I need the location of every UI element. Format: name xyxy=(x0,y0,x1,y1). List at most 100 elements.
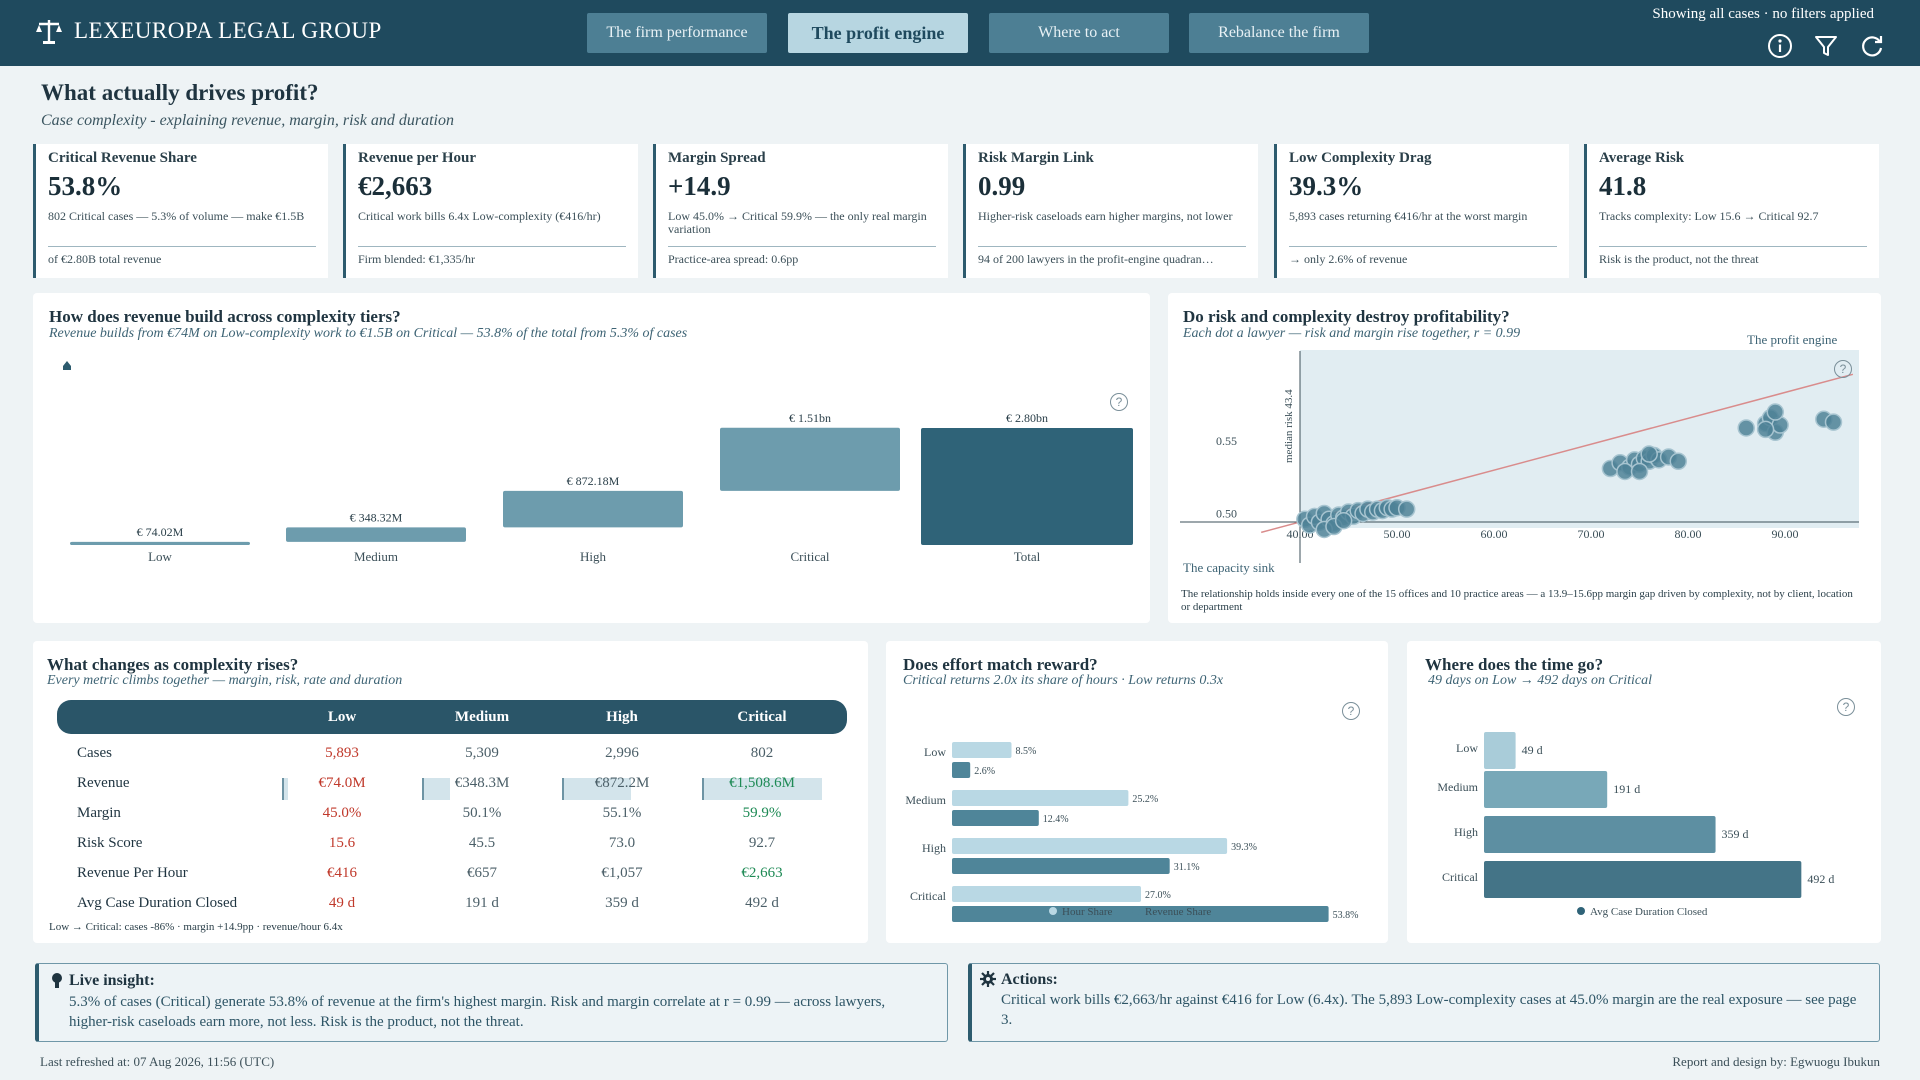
table-cell: 492 d xyxy=(745,894,779,911)
scatter-point xyxy=(1824,413,1843,431)
table-row: Margin 45.0% 50.1% 55.1% 59.9% xyxy=(57,798,847,828)
waterfall-bar xyxy=(921,427,1133,545)
scatter-point xyxy=(1669,452,1688,471)
kpi-footnote: Practice-area spread: 0.6pp xyxy=(668,252,799,266)
revenue-panel-title: How does revenue build across complexity… xyxy=(49,307,401,326)
bar-value-label: € 74.02M xyxy=(137,525,184,539)
bar xyxy=(952,762,971,778)
kpi-footnote: 94 of 200 lawyers in the profit-engine q… xyxy=(978,252,1214,266)
bar-value-label: 53.8% xyxy=(1333,910,1359,921)
scatter-point xyxy=(1640,445,1658,463)
tab-where-to-act[interactable]: Where to act xyxy=(989,13,1169,53)
scatter-point xyxy=(1630,462,1649,481)
revenue-databar xyxy=(562,777,632,800)
scatter-point xyxy=(1616,462,1634,481)
bar-value-label: 12.4% xyxy=(1043,814,1069,825)
table-cell: 45.5 xyxy=(468,834,496,851)
time-panel-title: Where does the time go? xyxy=(1425,655,1604,674)
kpi-label: Revenue per Hour xyxy=(358,150,477,166)
top-bar: LEXEUROPA LEGAL GROUP The firm performan… xyxy=(0,0,1920,66)
y-tick-label: 0.55 xyxy=(1216,434,1237,448)
category-label: Medium xyxy=(905,793,946,807)
kpi-footnote: of €2.80B total revenue xyxy=(48,252,162,266)
column-header: High xyxy=(606,708,638,725)
table-row: Avg Case Duration Closed 49 d 191 d 359 … xyxy=(57,888,847,918)
kpi-label: Margin Spread xyxy=(668,150,766,166)
kpi-divider xyxy=(668,246,936,247)
table-row: Cases 5,893 5,309 2,996 802 xyxy=(57,738,847,768)
gear-icon xyxy=(980,971,996,987)
scatter-panel-title: Do risk and complexity destroy profitabi… xyxy=(1183,307,1510,326)
revenue-cell: €872.2M xyxy=(552,775,692,800)
brand: LEXEUROPA LEGAL GROUP xyxy=(34,16,382,46)
bar xyxy=(1484,861,1802,898)
kpi-value: 0.99 xyxy=(978,171,1026,201)
kpi-value: 53.8% xyxy=(48,171,123,201)
kpi-description: Low 45.0% → Critical 59.9% — the only re… xyxy=(668,209,927,236)
category-label: High xyxy=(580,549,607,564)
help-icon[interactable]: ? xyxy=(1110,393,1128,411)
kpi-description: Higher-risk caseloads earn higher margin… xyxy=(978,209,1233,223)
lightbulb-icon xyxy=(52,973,62,988)
help-icon[interactable]: ? xyxy=(1342,702,1360,720)
bar-value-label: € 2.80bn xyxy=(1006,411,1048,425)
table-cell: 59.9% xyxy=(742,804,782,821)
last-refreshed: Last refreshed at: 07 Aug 2026, 11:56 (U… xyxy=(40,1054,275,1069)
scatter-note: The relationship holds inside every one … xyxy=(1181,588,1853,613)
complexity-table: Low Medium High Critical Cases 5,893 5,3… xyxy=(57,700,847,918)
refresh-icon[interactable] xyxy=(1858,32,1886,60)
home-icon[interactable] xyxy=(63,361,71,370)
bar-value-label: 39.3% xyxy=(1231,842,1257,853)
category-label: Medium xyxy=(354,549,398,564)
help-icon[interactable]: ? xyxy=(1834,360,1852,378)
category-label: Total xyxy=(1014,549,1041,564)
table-cell: 191 d xyxy=(465,894,499,911)
scatter-label-capacity-sink: The capacity sink xyxy=(1183,560,1275,575)
category-label: High xyxy=(1454,825,1478,839)
page-subtitle: Case complexity - explaining revenue, ma… xyxy=(41,112,454,129)
duration-chart: Low 49 d Medium 191 d High 359 d Critical 492 d… xyxy=(1437,732,1834,918)
bar-value-label: 2.6% xyxy=(974,766,995,777)
table-header: Low Medium High Critical xyxy=(57,700,847,734)
revenue-panel-subtitle: Revenue builds from €74M on Low-complexi… xyxy=(49,326,688,341)
kpi-card-risk-margin-link: Risk Margin Link 0.99 Higher-risk caselo… xyxy=(963,144,1258,278)
column-header: Critical xyxy=(737,708,787,725)
tab-rebalance[interactable]: Rebalance the firm xyxy=(1189,13,1369,53)
table-row: Revenue Per Hour €416 €657 €1,057 €2,663 xyxy=(57,858,847,888)
column-header: Medium xyxy=(454,708,510,725)
scatter-point xyxy=(1737,419,1755,437)
bar-value-label: € 872.18M xyxy=(567,474,620,488)
info-icon[interactable] xyxy=(1766,32,1794,60)
bar xyxy=(952,790,1129,806)
bar xyxy=(952,810,1039,826)
row-label: Cases xyxy=(77,744,112,761)
bar xyxy=(952,858,1170,874)
kpi-label: Risk Margin Link xyxy=(978,150,1094,166)
legend-marker xyxy=(1049,907,1057,915)
table-cell: €1,057 xyxy=(601,864,643,881)
legend-label: Hour Share xyxy=(1062,906,1113,918)
table-panel-subtitle: Every metric climbs together — margin, r… xyxy=(47,673,403,688)
scatter-label-profit-engine: The profit engine xyxy=(1747,332,1838,347)
kpi-footnote: Risk is the product, not the threat xyxy=(1599,252,1759,266)
scatter-point xyxy=(1397,500,1416,518)
kpi-divider xyxy=(358,246,626,247)
bar-value-label: € 1.51bn xyxy=(789,411,831,425)
kpi-value: +14.9 xyxy=(668,171,731,201)
help-icon[interactable]: ? xyxy=(1837,698,1855,716)
bar-value-label: 25.2% xyxy=(1132,794,1158,805)
tab-profit-engine[interactable]: The profit engine xyxy=(788,13,968,53)
bar xyxy=(1484,732,1516,769)
kpi-footnote: Firm blended: €1,335/hr xyxy=(358,252,475,266)
waterfall-bar xyxy=(70,541,250,545)
revenue-cell: €1,508.6M xyxy=(692,775,832,800)
category-label: Critical xyxy=(791,549,830,564)
kpi-divider xyxy=(48,246,316,247)
kpi-card-average-risk: Average Risk 41.8 Tracks complexity: Low… xyxy=(1584,144,1879,278)
tab-firm-performance[interactable]: The firm performance xyxy=(587,13,767,53)
kpi-description: 802 Critical cases — 5.3% of volume — ma… xyxy=(48,209,305,223)
filter-status: Showing all cases · no filters applied xyxy=(1652,6,1874,22)
filter-icon[interactable] xyxy=(1812,32,1840,60)
y-tick-label: 0.50 xyxy=(1216,507,1237,521)
effort-reward-chart: Low 8.5% 2.6% Medium 25.2% 12.4% High 39.3% 31.1… xyxy=(905,742,1359,922)
